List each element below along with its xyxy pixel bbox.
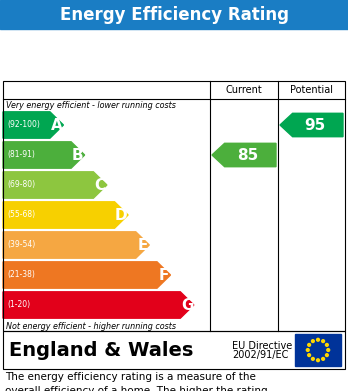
Text: 85: 85 [237, 147, 259, 163]
Text: Very energy efficient - lower running costs: Very energy efficient - lower running co… [6, 101, 176, 110]
Polygon shape [280, 113, 343, 137]
Circle shape [308, 343, 310, 346]
Text: The energy efficiency rating is a measure of the
overall efficiency of a home. T: The energy efficiency rating is a measur… [5, 372, 268, 391]
Circle shape [311, 357, 314, 360]
Text: B: B [72, 147, 84, 163]
Circle shape [325, 343, 328, 346]
Text: 2002/91/EC: 2002/91/EC [232, 350, 288, 360]
Text: Energy Efficiency Rating: Energy Efficiency Rating [60, 5, 288, 23]
Text: G: G [181, 298, 193, 312]
Text: Current: Current [226, 85, 262, 95]
Circle shape [317, 338, 319, 341]
Text: England & Wales: England & Wales [9, 341, 193, 359]
Circle shape [306, 349, 309, 352]
Polygon shape [3, 142, 85, 168]
Text: Potential: Potential [290, 85, 333, 95]
Polygon shape [3, 172, 107, 198]
Text: (81-91): (81-91) [7, 151, 35, 160]
Circle shape [317, 359, 319, 362]
Text: (39-54): (39-54) [7, 240, 35, 249]
Bar [3, 81, 345, 331]
Text: A: A [51, 118, 63, 133]
Circle shape [325, 354, 328, 357]
Polygon shape [3, 202, 128, 228]
Circle shape [322, 340, 325, 343]
Circle shape [327, 349, 330, 352]
Bar [3, 331, 345, 369]
Text: (55-68): (55-68) [7, 210, 35, 219]
Text: (92-100): (92-100) [7, 120, 40, 129]
Text: Not energy efficient - higher running costs: Not energy efficient - higher running co… [6, 322, 176, 331]
Text: EU Directive: EU Directive [232, 341, 292, 351]
Text: E: E [137, 237, 148, 253]
Circle shape [308, 354, 310, 357]
Polygon shape [3, 292, 194, 318]
Text: D: D [115, 208, 128, 222]
Text: (1-20): (1-20) [7, 301, 30, 310]
Circle shape [311, 340, 314, 343]
Bar [295, 334, 341, 366]
Text: 95: 95 [304, 118, 326, 133]
Text: C: C [95, 178, 106, 192]
Text: F: F [159, 267, 169, 283]
Bar [0, 0, 348, 29]
Polygon shape [3, 112, 63, 138]
Text: (69-80): (69-80) [7, 181, 35, 190]
Text: (21-38): (21-38) [7, 271, 35, 280]
Circle shape [322, 357, 325, 360]
Polygon shape [3, 232, 149, 258]
Polygon shape [3, 262, 171, 288]
Polygon shape [212, 143, 276, 167]
